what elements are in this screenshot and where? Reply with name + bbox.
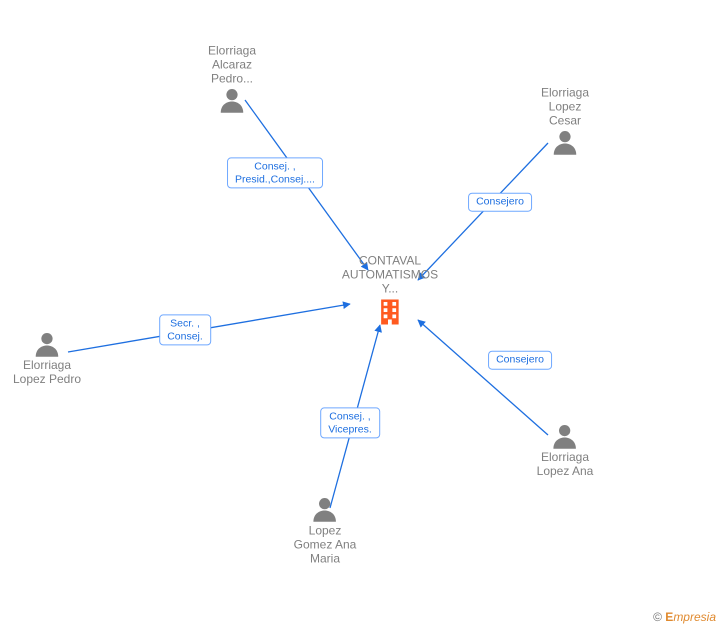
person-icon (550, 421, 580, 451)
company-label: CONTAVAL AUTOMATISMOS Y... (342, 255, 438, 296)
edge-p2-company-label[interactable]: Consejero (468, 193, 532, 212)
person-icon (217, 86, 247, 116)
edge-p1-company-label[interactable]: Consej. , Presid.,Consej.... (227, 157, 323, 188)
person-label: Elorriaga Lopez Cesar (541, 86, 589, 127)
diagram-stage: CONTAVAL AUTOMATISMOS Y... Elorriaga Alc… (0, 0, 728, 630)
person-label: Lopez Gomez Ana Maria (294, 524, 357, 565)
person-elorriaga-lopez-ana[interactable]: Elorriaga Lopez Ana (537, 421, 594, 479)
person-elorriaga-lopez-pedro[interactable]: Elorriaga Lopez Pedro (13, 329, 81, 387)
person-elorriaga-alcaraz-pedro[interactable]: Elorriaga Alcaraz Pedro... (208, 44, 256, 115)
person-label: Elorriaga Lopez Ana (537, 451, 594, 479)
company-node-contaval[interactable]: CONTAVAL AUTOMATISMOS Y... (342, 255, 438, 326)
person-icon (32, 329, 62, 359)
person-label: Elorriaga Lopez Pedro (13, 359, 81, 387)
person-elorriaga-lopez-cesar[interactable]: Elorriaga Lopez Cesar (541, 86, 589, 157)
person-icon (310, 494, 340, 524)
person-label: Elorriaga Alcaraz Pedro... (208, 44, 256, 85)
edge-p5-company-line (418, 320, 548, 435)
person-icon (550, 128, 580, 158)
copyright-symbol: © (653, 610, 662, 624)
edge-p4-company-label[interactable]: Consej. , Vicepres. (320, 407, 380, 438)
copyright-brand: mpresia (673, 610, 716, 624)
person-lopez-gomez-ana-maria[interactable]: Lopez Gomez Ana Maria (294, 494, 357, 565)
copyright: © Empresia (653, 610, 716, 624)
edge-p3-company-label[interactable]: Secr. , Consej. (159, 314, 211, 345)
building-icon (375, 296, 405, 326)
edge-p5-company-label[interactable]: Consejero (488, 351, 552, 370)
